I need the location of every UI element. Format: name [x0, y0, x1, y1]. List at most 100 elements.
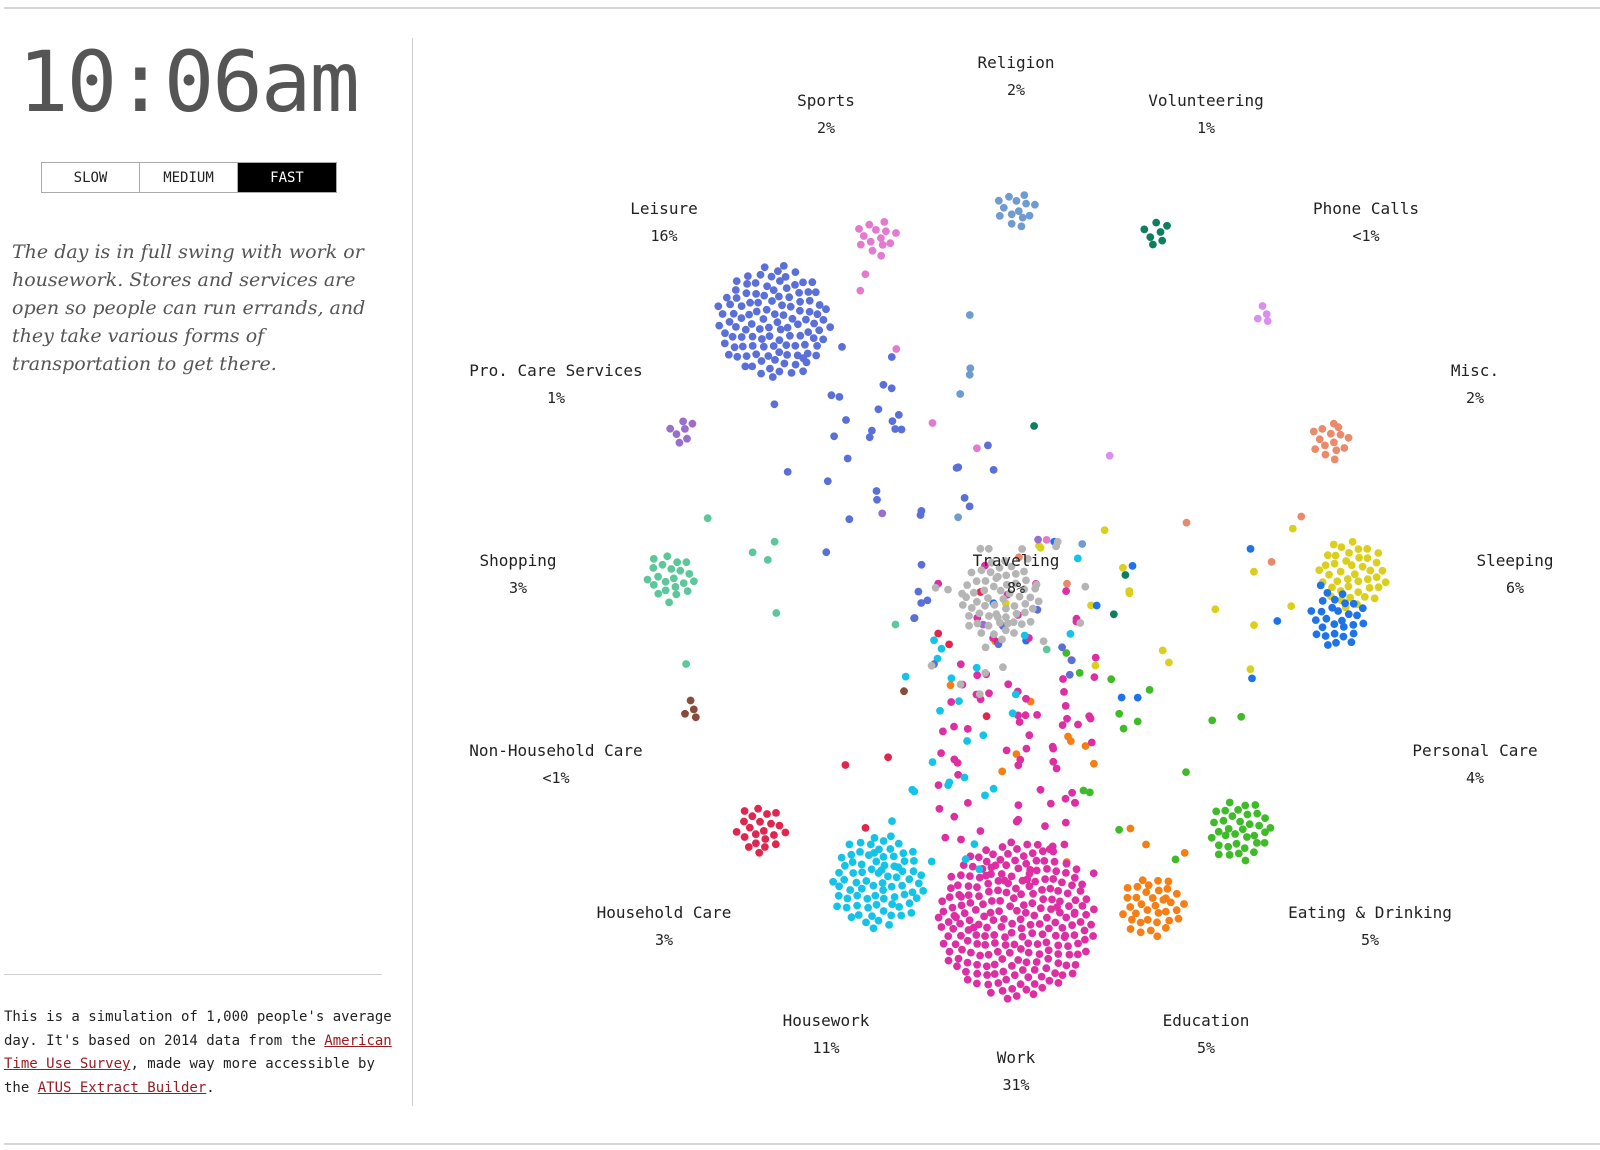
person-dot — [857, 884, 866, 893]
person-dot — [1225, 851, 1234, 859]
person-dot — [895, 903, 903, 911]
person-dot-moving — [888, 417, 897, 425]
person-dot — [756, 817, 764, 826]
person-dot — [815, 301, 824, 309]
person-dot — [981, 601, 989, 610]
person-dot — [1381, 578, 1390, 587]
person-dot — [963, 975, 972, 984]
person-dot — [1207, 833, 1216, 842]
person-dot — [1068, 969, 1077, 978]
person-dot — [963, 936, 972, 945]
person-dot — [888, 900, 896, 909]
person-dot — [757, 369, 765, 378]
person-dot — [732, 294, 741, 302]
person-dot — [964, 891, 973, 899]
person-dot — [1126, 925, 1135, 933]
person-dot-moving — [1066, 630, 1075, 638]
person-dot — [1004, 850, 1012, 858]
person-dot — [755, 848, 764, 857]
person-dot — [1071, 961, 1080, 969]
person-dot — [682, 558, 691, 567]
person-dot — [1028, 604, 1037, 613]
person-dot — [1003, 994, 1012, 1003]
person-dot-moving — [1065, 670, 1074, 679]
person-dot — [791, 281, 799, 289]
person-dot — [801, 340, 809, 349]
person-dot — [1311, 616, 1320, 624]
person-dot — [1026, 617, 1035, 626]
person-dot-moving — [1046, 799, 1055, 808]
person-dot — [917, 871, 926, 880]
person-dot — [1323, 589, 1332, 597]
person-dot-moving — [1091, 653, 1100, 662]
person-dot — [1033, 840, 1042, 849]
person-dot — [1071, 896, 1080, 905]
person-dot — [1054, 950, 1063, 958]
person-dot — [1001, 557, 1009, 565]
person-dot — [957, 871, 965, 880]
person-dot — [1307, 607, 1316, 615]
person-dot — [718, 310, 727, 318]
person-dot — [958, 945, 966, 954]
speed-slow-button[interactable]: SLOW — [42, 163, 140, 192]
person-dot — [1026, 920, 1035, 929]
person-dot — [842, 903, 851, 912]
person-dot — [1238, 825, 1247, 834]
person-dot — [957, 901, 966, 910]
person-dot — [679, 417, 687, 426]
person-dot — [1354, 577, 1363, 586]
person-dot — [671, 583, 680, 591]
person-dot — [1007, 219, 1016, 228]
person-dot — [752, 350, 761, 359]
speed-fast-button[interactable]: FAST — [238, 163, 336, 192]
person-dot — [1363, 575, 1372, 584]
person-dot — [1007, 210, 1016, 219]
person-dot — [1021, 608, 1029, 617]
person-dot — [1044, 954, 1053, 963]
person-dot-moving — [927, 857, 936, 866]
person-dot — [879, 886, 887, 894]
person-dot-moving — [1016, 755, 1025, 764]
activity-name-label: Phone Calls — [1313, 199, 1419, 218]
person-dot — [728, 332, 737, 341]
person-dot — [975, 892, 983, 900]
person-dot — [989, 916, 998, 924]
person-dot — [868, 246, 877, 255]
person-dot — [1221, 806, 1230, 815]
atus-extract-builder-link[interactable]: ATUS Extract Builder — [37, 1079, 207, 1096]
person-dot — [765, 332, 774, 340]
speed-medium-button[interactable]: MEDIUM — [140, 163, 238, 192]
activity-percent-label: 11% — [812, 1039, 839, 1057]
activity-percent-label: 1% — [547, 389, 565, 407]
person-dot — [954, 881, 962, 890]
person-dot — [1047, 905, 1055, 913]
person-dot-moving — [870, 849, 879, 857]
person-dot — [1081, 935, 1089, 944]
person-dot — [1344, 610, 1353, 619]
person-dot — [1154, 876, 1162, 885]
person-dot — [1243, 833, 1251, 841]
person-dot — [1089, 932, 1097, 940]
person-dot — [1072, 865, 1081, 874]
person-dot — [894, 839, 903, 848]
person-dot — [1078, 902, 1087, 910]
person-dot — [885, 921, 893, 929]
person-dot-moving — [1158, 646, 1167, 655]
person-dot — [1017, 924, 1026, 933]
person-dot — [986, 908, 995, 917]
person-dot — [1378, 566, 1387, 575]
activity-name-label: Pro. Care Services — [469, 361, 642, 380]
person-dot — [755, 325, 764, 333]
person-dot — [775, 821, 784, 830]
person-dot — [995, 212, 1004, 220]
person-dot — [751, 830, 760, 839]
person-dot — [954, 954, 963, 963]
person-dot — [947, 872, 956, 881]
person-dot — [1214, 827, 1223, 836]
person-dot — [834, 891, 843, 900]
person-dot — [1333, 577, 1342, 586]
person-dot — [966, 872, 974, 880]
person-dot — [661, 586, 670, 595]
atus-link[interactable]: American Time Use Survey — [4, 1032, 392, 1073]
person-dot-moving — [1068, 788, 1076, 797]
